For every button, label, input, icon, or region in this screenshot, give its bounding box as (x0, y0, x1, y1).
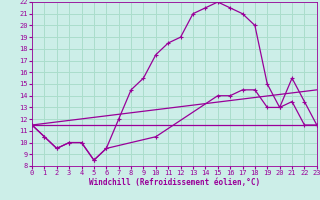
X-axis label: Windchill (Refroidissement éolien,°C): Windchill (Refroidissement éolien,°C) (89, 178, 260, 187)
